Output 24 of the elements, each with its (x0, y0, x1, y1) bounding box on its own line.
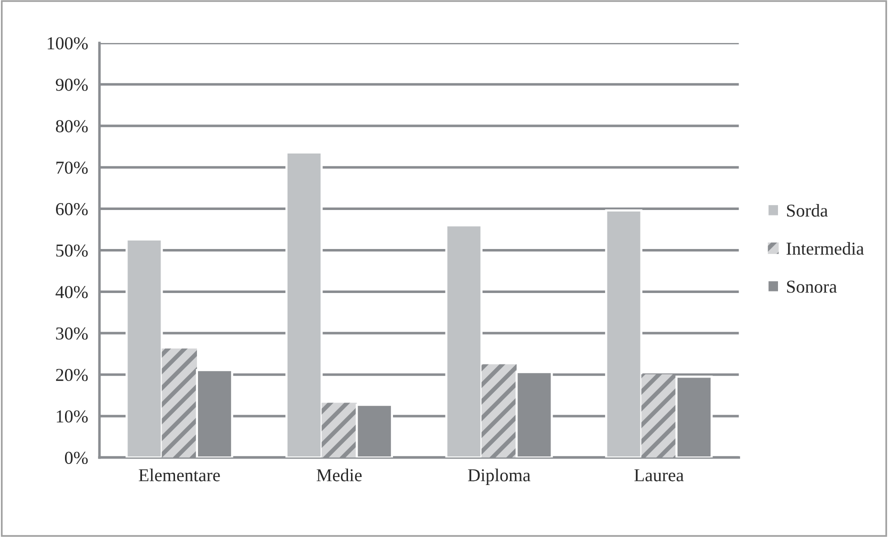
y-tick-label: 80% (56, 120, 88, 132)
y-tick-label: 20% (56, 368, 88, 382)
y-tick-label: 10% (56, 410, 88, 423)
bar (641, 374, 676, 458)
bar (481, 364, 517, 458)
legend-label: Sonora (787, 280, 837, 293)
y-tick-label: 100% (48, 37, 88, 50)
x-tick-label: Elementare (138, 468, 220, 482)
legend-label: Intermedia (786, 242, 864, 255)
bar (605, 209, 642, 458)
bar (445, 224, 483, 458)
y-tick-label: 50% (56, 244, 88, 257)
x-tick-label: Medie (316, 468, 362, 482)
legend-label: Sorda (787, 204, 828, 217)
y-tick-label: 90% (56, 78, 88, 91)
y-tick-label: 0% (64, 452, 88, 464)
x-tick-label: Laurea (634, 469, 684, 482)
y-tick-label: 40% (56, 286, 88, 298)
bar (162, 348, 197, 458)
x-tick-label: Diploma (468, 468, 530, 486)
y-tick-label: 60% (56, 203, 88, 216)
y-tick-label: 30% (56, 327, 88, 340)
bar (322, 402, 357, 458)
y-tick-label: 70% (56, 162, 88, 174)
